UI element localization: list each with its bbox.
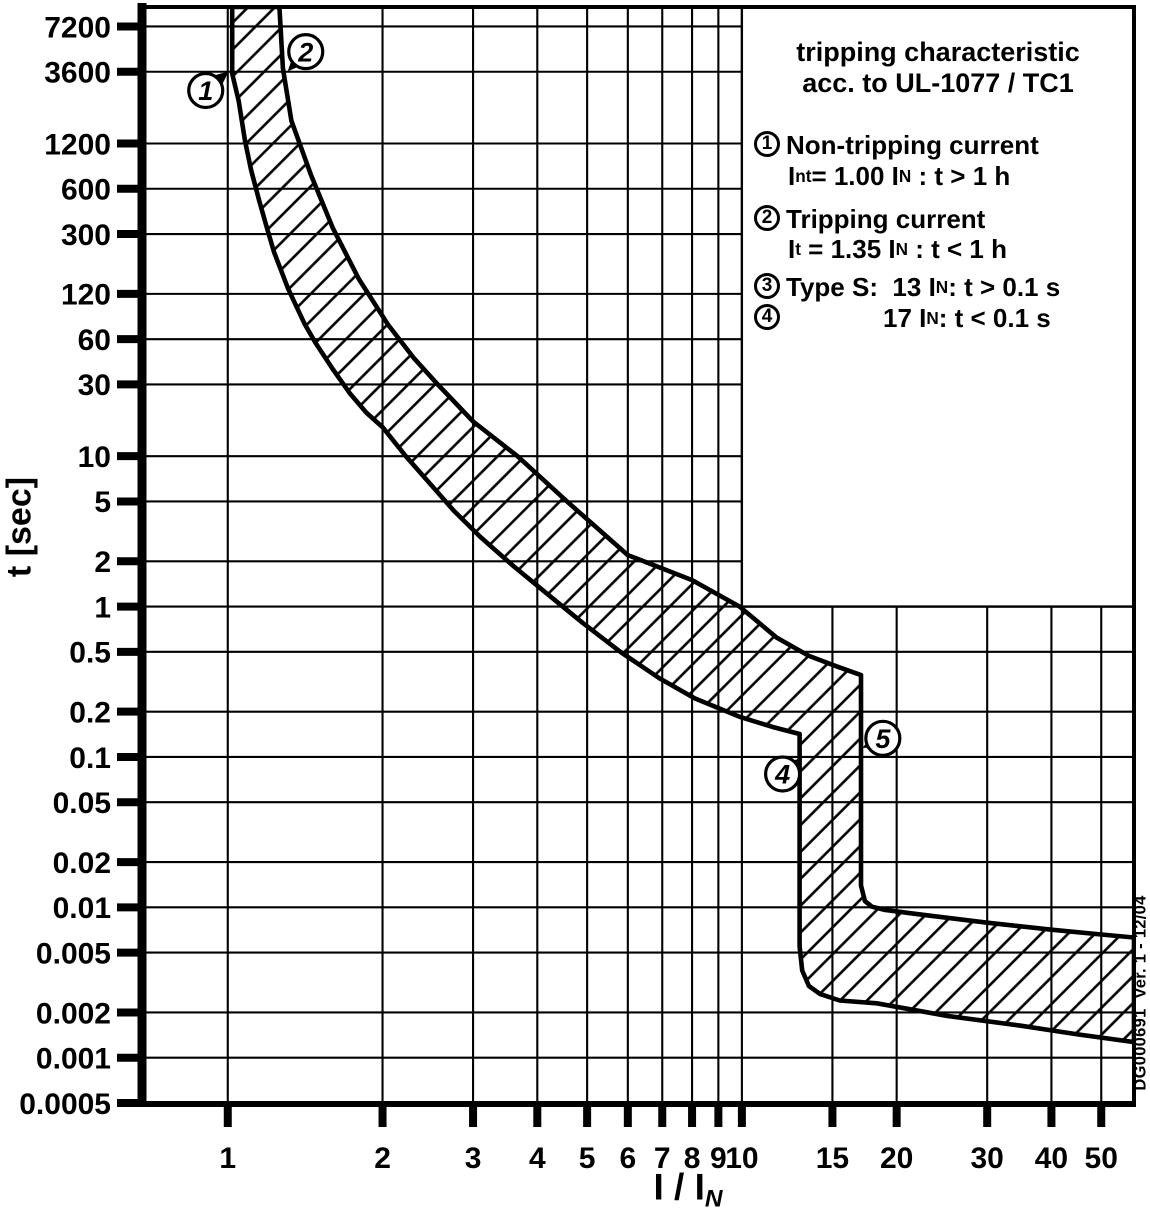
- x-tick-label-8: 8: [684, 1142, 701, 1175]
- y-tick-label-1: 1: [94, 591, 111, 624]
- y-tick-label-3600: 3600: [44, 57, 111, 90]
- marker-4-number: 4: [774, 760, 790, 790]
- y-tick-label-1200: 1200: [44, 128, 111, 161]
- x-tick-label-7: 7: [654, 1142, 671, 1175]
- legend-background: [741, 7, 1134, 607]
- tripping-band: [229, 7, 1134, 1045]
- y-tick-label-60: 60: [78, 324, 111, 357]
- marker-1-circle: [187, 71, 225, 110]
- x-tick-label-3: 3: [465, 1142, 482, 1175]
- y-tick-label-0.005: 0.005: [36, 937, 111, 970]
- y-tick-label-30: 30: [78, 369, 111, 402]
- x-tick-label-6: 6: [619, 1142, 636, 1175]
- marker-1-number: 1: [198, 76, 213, 106]
- y-tick-label-0.02: 0.02: [53, 847, 111, 880]
- x-tick-label-40: 40: [1035, 1142, 1068, 1175]
- marker-2-number: 2: [297, 37, 313, 67]
- x-tick-label-50: 50: [1085, 1142, 1118, 1175]
- x-tick-label-1: 1: [219, 1142, 236, 1175]
- marker-5-number: 5: [875, 724, 891, 754]
- x-tick-label-30: 30: [971, 1142, 1004, 1175]
- y-tick-label-0.1: 0.1: [69, 742, 111, 775]
- marker-2-circle: [287, 33, 325, 71]
- x-tick-label-4: 4: [529, 1142, 546, 1175]
- y-tick-label-0.002: 0.002: [36, 997, 111, 1030]
- x-tick-label-20: 20: [880, 1142, 913, 1175]
- y-tick-label-600: 600: [61, 174, 111, 207]
- y-tick-label-0.001: 0.001: [36, 1043, 111, 1076]
- y-tick-label-0.01: 0.01: [53, 892, 111, 925]
- y-tick-label-0.05: 0.05: [53, 787, 111, 820]
- x-tick-label-15: 15: [816, 1142, 849, 1175]
- y-tick-label-120: 120: [61, 279, 111, 312]
- marker-4-circle: [763, 755, 802, 793]
- y-tick-label-0.5: 0.5: [69, 637, 111, 670]
- y-tick-label-0.2: 0.2: [69, 696, 111, 729]
- y-tick-label-300: 300: [61, 219, 111, 252]
- y-tick-label-5: 5: [94, 486, 111, 519]
- x-tick-label-2: 2: [374, 1142, 391, 1175]
- y-tick-label-10: 10: [78, 441, 111, 474]
- y-tick-label-0.0005: 0.0005: [19, 1088, 111, 1121]
- x-tick-label-5: 5: [579, 1142, 596, 1175]
- x-tick-label-9: 9: [710, 1142, 727, 1175]
- marker-5-circle: [864, 719, 902, 757]
- y-tick-label-2: 2: [94, 546, 111, 579]
- x-tick-label-10: 10: [725, 1142, 758, 1175]
- y-tick-label-7200: 7200: [44, 11, 111, 44]
